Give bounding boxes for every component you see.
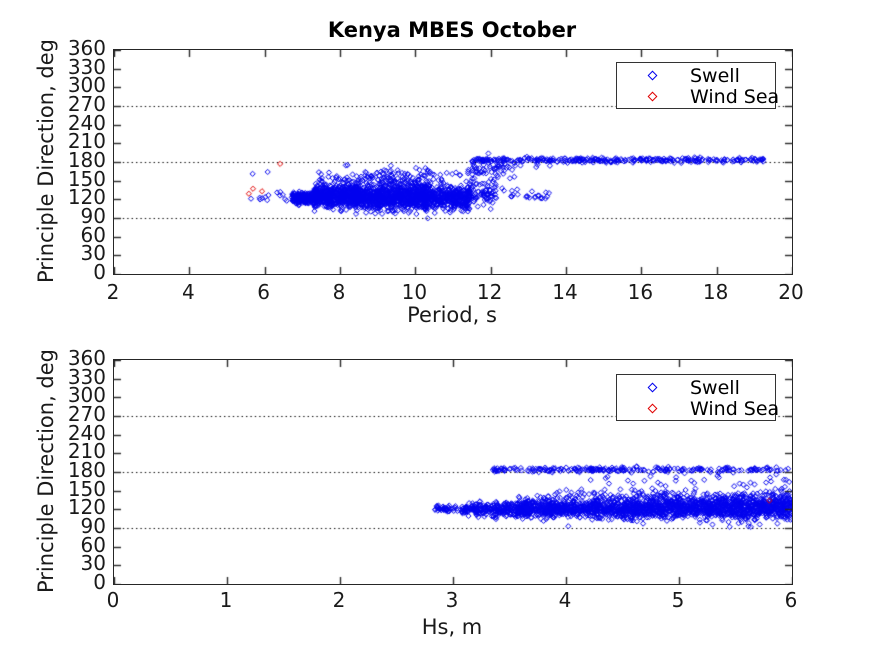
swell-diamond-icon (647, 382, 658, 393)
x-tick-label: 6 (257, 280, 271, 304)
y-tick-label: 330 (67, 54, 106, 79)
bottom-x-axis-label: Hs, m (421, 615, 483, 639)
x-tick-label: 18 (702, 280, 729, 304)
y-tick-label: 210 (67, 439, 106, 464)
top-legend: Swell Wind Sea (616, 62, 779, 109)
x-tick-label: 16 (627, 280, 654, 304)
y-tick-label: 360 (67, 36, 106, 60)
y-tick-label: 30 (80, 551, 106, 576)
y-tick-label: 300 (67, 73, 106, 98)
y-tick-label: 270 (67, 402, 106, 426)
y-tick-label: 240 (67, 110, 106, 135)
y-tick-label: 300 (67, 383, 106, 408)
y-tick-label: 0 (93, 570, 106, 594)
x-tick-label: 0 (106, 588, 120, 612)
top-x-axis-label: Period, s (407, 303, 497, 327)
wind-sea-diamond-icon (647, 403, 658, 414)
y-tick-label: 0 (93, 260, 106, 284)
legend-label-windsea: Wind Sea (690, 397, 780, 420)
y-tick-label: 90 (80, 514, 106, 538)
y-tick-label: 150 (67, 476, 106, 501)
y-tick-label: 150 (67, 166, 106, 191)
y-tick-label: 30 (80, 241, 106, 266)
y-tick-label: 360 (67, 346, 106, 370)
x-tick-label: 5 (671, 588, 685, 612)
y-tick-label: 180 (67, 148, 106, 172)
x-tick-label: 6 (784, 588, 798, 612)
x-tick-label: 20 (778, 280, 804, 304)
x-tick-label: 4 (558, 588, 572, 612)
x-tick-label: 2 (332, 588, 346, 612)
x-tick-label: 12 (476, 280, 503, 304)
legend-label-windsea: Wind Sea (690, 85, 780, 108)
chart-title: Kenya MBES October (327, 18, 577, 42)
y-tick-label: 240 (67, 420, 106, 445)
x-tick-label: 2 (106, 280, 120, 304)
y-tick-label: 60 (80, 222, 106, 247)
x-tick-label: 3 (445, 588, 459, 612)
x-tick-label: 14 (552, 280, 578, 304)
y-tick-label: 210 (67, 129, 106, 154)
x-tick-label: 10 (401, 280, 428, 304)
y-tick-label: 330 (67, 364, 106, 389)
y-tick-label: 180 (67, 458, 106, 482)
bottom-legend: Swell Wind Sea (616, 374, 779, 421)
wind-sea-diamond-icon (647, 91, 658, 102)
x-tick-label: 4 (181, 280, 195, 304)
x-tick-label: 8 (332, 280, 346, 304)
legend-label-swell: Swell (690, 64, 740, 87)
y-tick-label: 120 (67, 495, 106, 520)
legend-entry-windsea: Wind Sea (617, 398, 779, 420)
y-tick-label: 90 (80, 204, 106, 228)
y-tick-label: 120 (67, 185, 106, 210)
y-tick-label: 270 (67, 92, 106, 116)
legend-entry-swell: Swell (617, 376, 775, 399)
legend-entry-windsea: Wind Sea (617, 86, 779, 108)
legend-label-swell: Swell (690, 376, 740, 399)
legend-entry-swell: Swell (617, 64, 775, 87)
x-tick-label: 1 (219, 588, 233, 612)
y-tick-label: 60 (80, 532, 106, 557)
swell-diamond-icon (647, 70, 658, 81)
